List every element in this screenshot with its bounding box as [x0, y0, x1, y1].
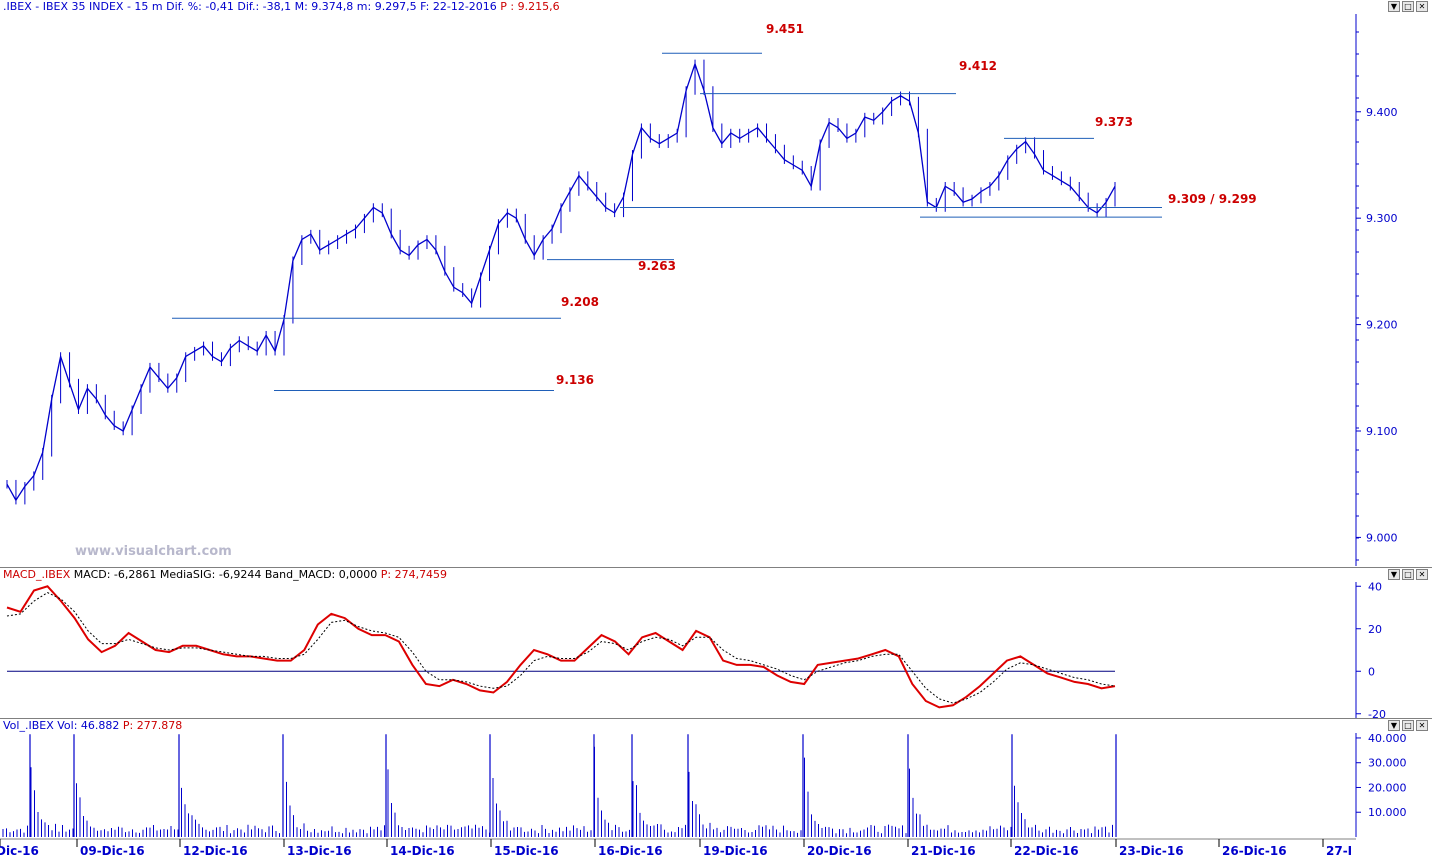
symbol-label: .IBEX	[3, 0, 32, 13]
price-stats: Dif. %: -0,41 Dif.: -38,1 M: 9.374,8 m: …	[166, 0, 497, 13]
macd-pane-header: MACD_.IBEX MACD: -6,2861 MediaSIG: -6,92…	[0, 568, 1359, 582]
volume-y-tick-label: 30.000	[1368, 757, 1407, 770]
macd-chart[interactable]: 40 20 0 -20	[0, 568, 1432, 718]
time-tick-label: 12-Dic-16	[183, 844, 248, 858]
macd-line	[6, 585, 1116, 709]
volume-y-tick-label: 20.000	[1368, 781, 1407, 794]
volume-pane: Vol_.IBEX Vol: 46.882 P: 277.878 ▼ □ ✕ 4…	[0, 718, 1432, 858]
level-label: 9.309 / 9.299	[1168, 192, 1257, 206]
price-line	[6, 61, 1116, 502]
price-last-value: P : 9.215,6	[500, 0, 560, 13]
macd-window-buttons: ▼ □ ✕	[1388, 569, 1428, 580]
macd-y-tick-label: 20	[1368, 623, 1382, 636]
time-tick-label: 23-Dic-16	[1119, 844, 1184, 858]
macd-last-value: P: 274,7459	[380, 568, 448, 581]
time-tick-label: 19-Dic-16	[703, 844, 768, 858]
watermark: www.visualchart.com	[75, 544, 232, 559]
close-button[interactable]: ✕	[1416, 1, 1428, 12]
macd-title: MACD_.IBEX	[3, 568, 71, 581]
level-label: 9.373	[1095, 115, 1133, 129]
time-tick-label: 27-I	[1326, 844, 1352, 858]
price-chart[interactable]: 9.000 9.100 9.200 9.300 9.400 9.451 9.412 9.373…	[0, 0, 1432, 566]
time-tick-label: 16-Dic-16	[598, 844, 663, 858]
level-label: 9.208	[561, 295, 599, 309]
interval-label: 15 m	[134, 0, 163, 13]
volume-window-buttons: ▼ □ ✕	[1388, 720, 1428, 731]
time-tick-label: 22-Dic-16	[1014, 844, 1079, 858]
volume-title: Vol_.IBEX	[3, 719, 54, 732]
time-tick-label: 26-Dic-16	[1222, 844, 1287, 858]
time-tick-label: 09-Dic-16	[80, 844, 145, 858]
minimize-button[interactable]: ▼	[1388, 569, 1400, 580]
index-name: IBEX 35 INDEX	[42, 0, 124, 13]
volume-pane-header: Vol_.IBEX Vol: 46.882 P: 277.878	[0, 719, 1359, 733]
level-label: 9.136	[556, 373, 594, 387]
restore-button[interactable]: □	[1402, 1, 1414, 12]
price-y-tick-label: 9.000	[1366, 531, 1398, 544]
price-pane-header: .IBEX - IBEX 35 INDEX - 15 m Dif. %: -0,…	[3, 0, 560, 13]
price-y-tick-label: 9.400	[1366, 106, 1398, 119]
macd-stats: MACD: -6,2861 MediaSIG: -6,9244 Band_MAC…	[73, 568, 378, 581]
price-y-tick-label: 9.100	[1366, 425, 1398, 438]
level-label: 9.263	[638, 259, 676, 273]
price-y-tick-label: 9.300	[1366, 212, 1398, 225]
price-pane: .IBEX - IBEX 35 INDEX - 15 m Dif. %: -0,…	[0, 0, 1432, 566]
macd-pane: MACD_.IBEX MACD: -6,2861 MediaSIG: -6,92…	[0, 567, 1432, 718]
volume-y-tick-label: 10.000	[1368, 806, 1407, 819]
volume-last-value: P: 277.878	[122, 719, 183, 732]
close-button[interactable]: ✕	[1416, 569, 1428, 580]
level-label: 9.451	[766, 22, 804, 36]
time-tick-label: Dic-16	[0, 844, 39, 858]
volume-stats: Vol: 46.882	[57, 719, 120, 732]
time-tick-label: 21-Dic-16	[911, 844, 976, 858]
macd-y-tick-label: -20	[1368, 708, 1386, 718]
close-button[interactable]: ✕	[1416, 720, 1428, 731]
minimize-button[interactable]: ▼	[1388, 720, 1400, 731]
time-tick-label: 13-Dic-16	[287, 844, 352, 858]
price-y-tick-label: 9.200	[1366, 319, 1398, 332]
time-tick-label: 20-Dic-16	[807, 844, 872, 858]
volume-chart[interactable]: 40.000 30.000 20.000 10.000 Dic-16 09-Dic-16 1…	[0, 719, 1432, 858]
level-label: 9.412	[959, 59, 997, 73]
restore-button[interactable]: □	[1402, 569, 1414, 580]
time-tick-label: 14-Dic-16	[390, 844, 455, 858]
restore-button[interactable]: □	[1402, 720, 1414, 731]
macd-y-tick-label: 0	[1368, 665, 1375, 678]
signal-line	[6, 592, 1116, 704]
minimize-button[interactable]: ▼	[1388, 1, 1400, 12]
time-tick-label: 15-Dic-16	[494, 844, 559, 858]
volume-y-tick-label: 40.000	[1368, 732, 1407, 745]
price-window-buttons: ▼ □ ✕	[1388, 1, 1428, 12]
macd-y-tick-label: 40	[1368, 580, 1382, 593]
